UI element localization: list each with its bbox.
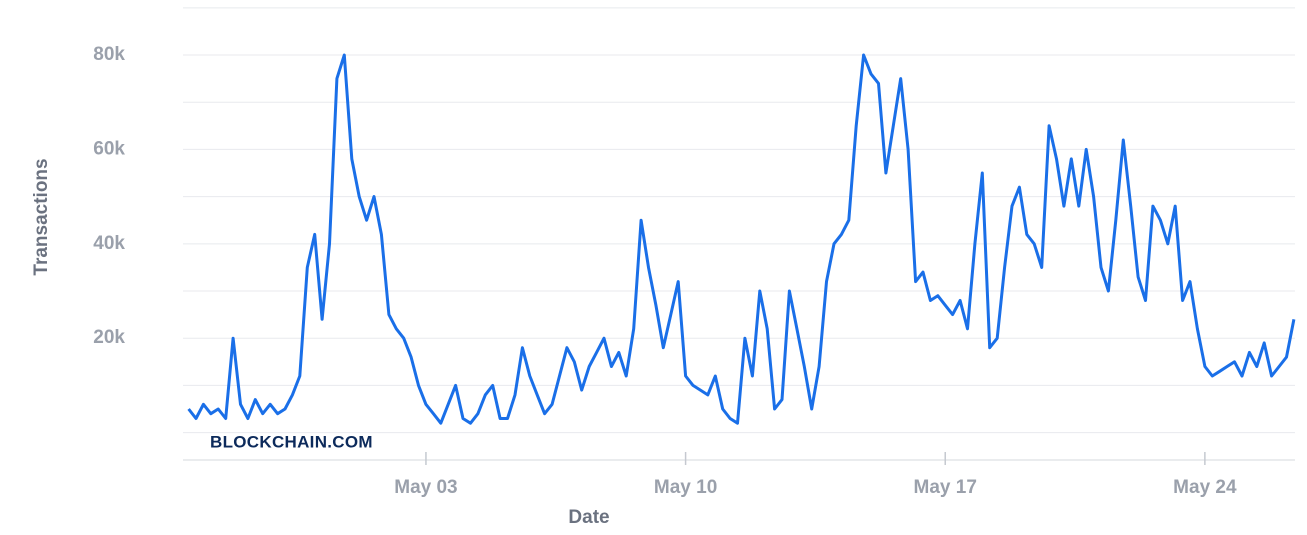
data-line [187, 53, 1296, 425]
y-axis-title: Transactions [31, 158, 52, 275]
x-tick-label: May 17 [914, 477, 977, 498]
x-tick-label: May 10 [654, 477, 717, 498]
x-tick-label: May 24 [1173, 477, 1237, 498]
y-tick-label: 40k [93, 233, 125, 254]
watermark: BLOCKCHAIN.COM [210, 432, 373, 451]
x-tick-label: May 03 [394, 477, 457, 498]
y-tick-label: 80k [93, 44, 125, 65]
x-axis-title: Date [568, 507, 609, 528]
y-tick-label: 20k [93, 327, 125, 348]
y-tick-label: 60k [93, 138, 125, 159]
